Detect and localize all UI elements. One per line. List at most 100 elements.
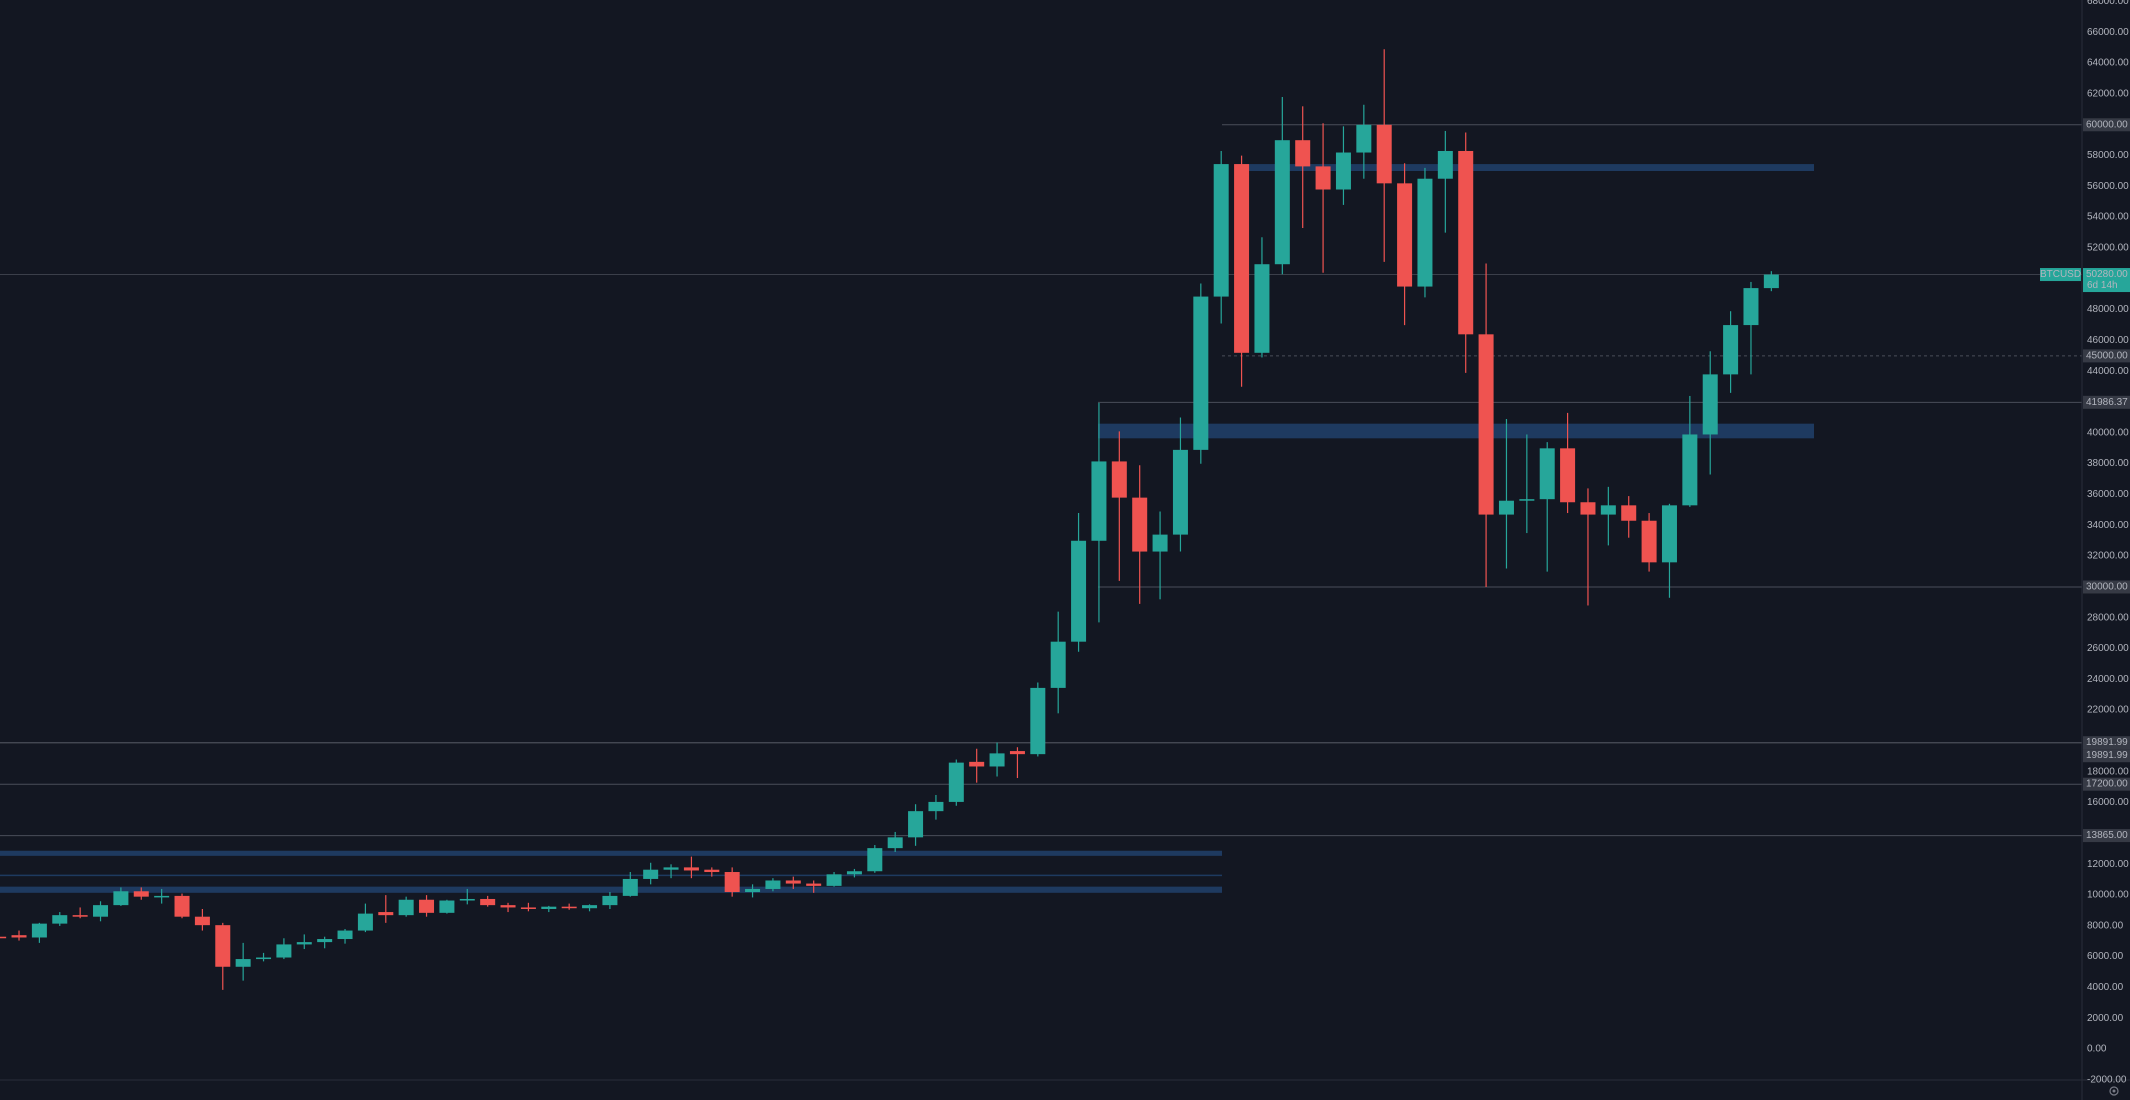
candle-body [215, 925, 231, 967]
level-label-box [2083, 580, 2130, 594]
settings-icon[interactable] [2109, 1086, 2119, 1096]
settings-icon-ring[interactable] [2109, 1086, 2119, 1096]
y-tick-label: 46000.00 [2087, 335, 2129, 346]
candle-body [1641, 520, 1657, 563]
candle-body [1723, 325, 1739, 375]
candle-body [1213, 164, 1229, 297]
y-tick-label: 32000.00 [2087, 551, 2129, 562]
plot-area: 2020FebMarAprMayJunJulAugSepOctNovDec202… [0, 49, 2082, 990]
settings-icon-dot[interactable] [2112, 1089, 2116, 1093]
y-tick-label: 12000.00 [2087, 859, 2129, 870]
candle-body [1702, 374, 1718, 435]
candle-body [1376, 124, 1392, 184]
candle-body [500, 905, 516, 908]
candle-body [1478, 334, 1494, 515]
candle-body [72, 915, 88, 917]
y-tick-label: 22000.00 [2087, 705, 2129, 716]
y-tick-label: 62000.00 [2087, 88, 2129, 99]
candle-body [1580, 502, 1596, 515]
candle-body [1274, 140, 1290, 265]
candle-body [520, 907, 536, 909]
candle-body [826, 874, 842, 886]
candle-body [1661, 505, 1677, 563]
y-tick-label: 6000.00 [2087, 951, 2124, 962]
y-tick-label: 36000.00 [2087, 489, 2129, 500]
candle-body [1560, 448, 1576, 503]
level-label-box [2083, 118, 2130, 132]
y-tick-label: 24000.00 [2087, 674, 2129, 685]
y-tick-label: 38000.00 [2087, 458, 2129, 469]
candle-body [1254, 264, 1270, 353]
candle-body [113, 891, 129, 906]
candle-body [1600, 505, 1616, 515]
candle-body [948, 762, 964, 802]
candle-body [11, 935, 27, 938]
candle-body [541, 906, 557, 909]
candle-body [928, 801, 944, 812]
candle-body [1315, 166, 1331, 190]
candle-body [1356, 124, 1372, 153]
candle-body [765, 880, 781, 889]
candle-body [1458, 150, 1474, 335]
countdown-label: 6d 14h [2087, 280, 2118, 291]
zone [0, 874, 1222, 877]
level-label: 45000.00 [2086, 350, 2128, 361]
y-tick-label: 40000.00 [2087, 427, 2129, 438]
candle-body [867, 848, 883, 872]
candle-body [846, 871, 862, 875]
candle-body [1152, 534, 1168, 552]
candle-body [1111, 461, 1127, 498]
y-tick-label: 0.00 [2087, 1044, 2107, 1055]
candle-body [1091, 461, 1107, 541]
candle-body [317, 939, 333, 943]
candle-body [1050, 641, 1066, 688]
y-tick-label: 28000.00 [2087, 612, 2129, 623]
y-tick-label: 8000.00 [2087, 920, 2124, 931]
candle-body [378, 912, 394, 916]
candle-body [1132, 497, 1148, 552]
candle-body [908, 811, 924, 838]
symbol-tag: BTCUSD [2040, 269, 2081, 280]
candle-body [1335, 152, 1351, 190]
level-label: 60000.00 [2086, 119, 2128, 130]
y-tick-label: 52000.00 [2087, 243, 2129, 254]
candle-body [1417, 178, 1433, 287]
y-tick-label: 64000.00 [2087, 58, 2129, 69]
candle-body [887, 837, 903, 849]
candle-body [1498, 500, 1514, 515]
candle-body [1539, 448, 1555, 500]
candle-body [1071, 540, 1087, 642]
candle-body [133, 891, 149, 897]
y-tick-label: -2000.00 [2087, 1075, 2127, 1086]
candle-body [296, 942, 312, 945]
level-label: 19891.99 [2086, 750, 2128, 761]
level-label-box [2083, 749, 2130, 763]
candle-body [1030, 687, 1046, 755]
price-axis: -2000.00 0.00 2000.00 4000.00 6000.00 8000.00… [2040, 0, 2130, 1086]
y-tick-label: 16000.00 [2087, 797, 2129, 808]
candle-body [745, 888, 761, 893]
level-label-box [2083, 349, 2130, 363]
candle-body [663, 867, 679, 870]
candle-body [989, 753, 1005, 767]
candle-body [785, 880, 801, 884]
y-tick-label: 56000.00 [2087, 181, 2129, 192]
candle-body [194, 916, 210, 926]
candle-body [1743, 288, 1759, 326]
candle-body [1009, 751, 1025, 755]
candle-body [0, 936, 7, 939]
candle-body [337, 930, 353, 940]
zone [1236, 164, 1814, 172]
candle-body [154, 895, 170, 898]
candle-body [439, 900, 455, 913]
y-tick-label: 34000.00 [2087, 520, 2129, 531]
level-label-box [2083, 736, 2130, 750]
zone [0, 886, 1222, 893]
candle-body [1682, 434, 1698, 506]
y-tick-label: 58000.00 [2087, 150, 2129, 161]
level-label: 17200.00 [2086, 779, 2128, 790]
candle-body [480, 898, 496, 906]
candle-body [683, 867, 699, 871]
level-label: 19891.99 [2086, 737, 2128, 748]
